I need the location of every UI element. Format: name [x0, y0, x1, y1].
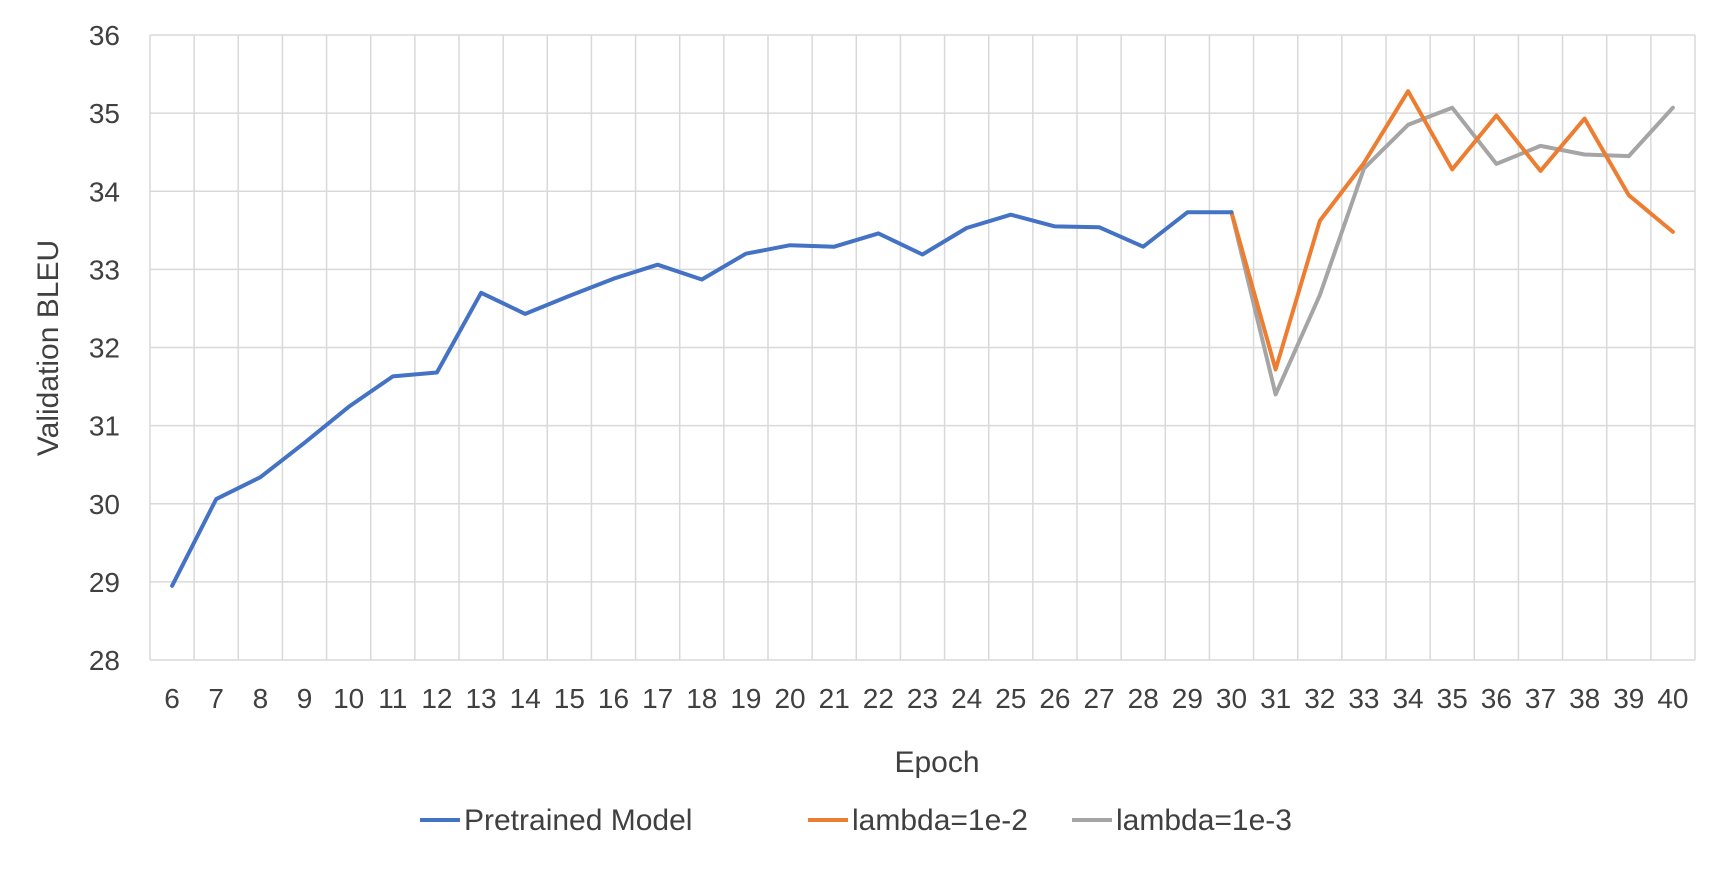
- x-tick-label: 17: [642, 683, 673, 714]
- y-tick-label: 30: [89, 489, 120, 520]
- x-tick-label: 30: [1216, 683, 1247, 714]
- x-tick-label: 7: [208, 683, 224, 714]
- x-axis-ticks: 6 7 8 9 10 11 12 13 14 15 16 17 18 19 20 21 22 23 24 25 26 27…: [164, 683, 1688, 714]
- y-tick-label: 29: [89, 567, 120, 598]
- x-tick-label: 13: [465, 683, 496, 714]
- x-tick-label: 15: [554, 683, 585, 714]
- x-tick-label: 32: [1304, 683, 1335, 714]
- legend: Pretrained Model lambda=1e-2 lambda=1e-3: [420, 804, 1292, 837]
- y-axis-ticks: 28 29 30 31 32 33 34 35 36: [89, 20, 120, 676]
- x-tick-label: 38: [1569, 683, 1600, 714]
- legend-label: lambda=1e-2: [852, 804, 1028, 837]
- x-tick-label: 10: [333, 683, 364, 714]
- x-tick-label: 18: [686, 683, 717, 714]
- x-tick-label: 28: [1128, 683, 1159, 714]
- x-tick-label: 34: [1392, 683, 1423, 714]
- y-tick-label: 31: [89, 411, 120, 442]
- x-tick-label: 37: [1525, 683, 1556, 714]
- x-tick-label: 23: [907, 683, 938, 714]
- x-tick-label: 14: [510, 683, 541, 714]
- x-tick-label: 9: [297, 683, 313, 714]
- y-tick-label: 33: [89, 254, 120, 285]
- x-tick-label: 40: [1657, 683, 1688, 714]
- x-tick-label: 22: [863, 683, 894, 714]
- x-tick-label: 8: [253, 683, 269, 714]
- legend-label: Pretrained Model: [464, 804, 692, 837]
- x-tick-label: 12: [421, 683, 452, 714]
- x-tick-label: 24: [951, 683, 982, 714]
- y-tick-label: 28: [89, 645, 120, 676]
- series-line-2: [1229, 105, 1675, 397]
- y-tick-label: 35: [89, 98, 120, 129]
- x-axis-title: Epoch: [894, 746, 979, 779]
- x-tick-label: 31: [1260, 683, 1291, 714]
- x-tick-label: 16: [598, 683, 629, 714]
- x-tick-label: 26: [1039, 683, 1070, 714]
- x-tick-label: 11: [378, 683, 407, 714]
- gridlines: [149, 34, 1696, 661]
- x-tick-label: 35: [1437, 683, 1468, 714]
- y-tick-label: 34: [89, 176, 120, 207]
- series-line-0: [170, 210, 1234, 588]
- y-tick-label: 36: [89, 20, 120, 51]
- x-tick-label: 19: [730, 683, 761, 714]
- x-tick-label: 27: [1083, 683, 1114, 714]
- x-tick-label: 25: [995, 683, 1026, 714]
- y-axis-title: Validation BLEU: [32, 240, 65, 456]
- x-tick-label: 20: [774, 683, 805, 714]
- x-tick-label: 6: [164, 683, 180, 714]
- series-line-1: [1229, 89, 1675, 372]
- series-lines: [170, 89, 1675, 588]
- x-tick-label: 36: [1481, 683, 1512, 714]
- x-tick-label: 33: [1348, 683, 1379, 714]
- x-tick-label: 21: [819, 683, 850, 714]
- x-tick-label: 39: [1613, 683, 1644, 714]
- x-tick-label: 29: [1172, 683, 1203, 714]
- y-tick-label: 32: [89, 333, 120, 364]
- legend-label: lambda=1e-3: [1116, 804, 1292, 837]
